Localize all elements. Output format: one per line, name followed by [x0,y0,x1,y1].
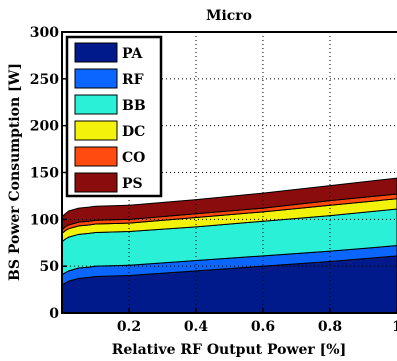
legend-label-rf: RF [122,72,144,88]
x-axis-label: Relative RF Output Power [%] [112,342,346,358]
legend-label-co: CO [122,150,145,166]
legend: PA RF BB DC CO PS [65,35,163,198]
legend-swatch-co [74,146,118,167]
legend-label-pa: PA [122,46,144,62]
y-tick-label: 50 [40,259,60,275]
legend-swatch-dc [74,120,118,141]
x-tick-label: 0.8 [318,319,342,335]
y-tick-labels: 0 50 100 150 200 250 300 [30,25,59,322]
y-tick-label: 100 [30,212,59,228]
x-tick-label: 0.2 [117,319,141,335]
legend-swatch-rf [74,68,118,89]
area-layers [61,177,397,314]
legend-swatch-bb [74,94,118,115]
legend-label-bb: BB [122,98,146,114]
y-tick-label: 300 [30,25,59,41]
chart-title: Micro [206,8,252,24]
legend-box [65,35,163,198]
legend-label-ps: PS [122,176,143,192]
legend-swatch-ps [74,172,118,193]
y-tick-label: 250 [30,72,59,88]
plot-frame [61,31,397,314]
legend-swatch-pa [74,42,118,63]
x-tick-labels: 0.2 0.4 0.6 0.8 1 [117,319,397,335]
x-tick-label: 0.6 [251,319,275,335]
y-tick-label: 200 [30,119,59,135]
x-tick-label: 0.4 [184,319,209,335]
x-tick-label: 1 [392,319,397,335]
y-tick-label: 150 [30,166,59,182]
y-axis-label: BS Power Consumption [W] [7,63,23,281]
y-tick-label: 0 [49,306,59,322]
legend-label-dc: DC [122,124,145,140]
area-ps [61,177,397,231]
